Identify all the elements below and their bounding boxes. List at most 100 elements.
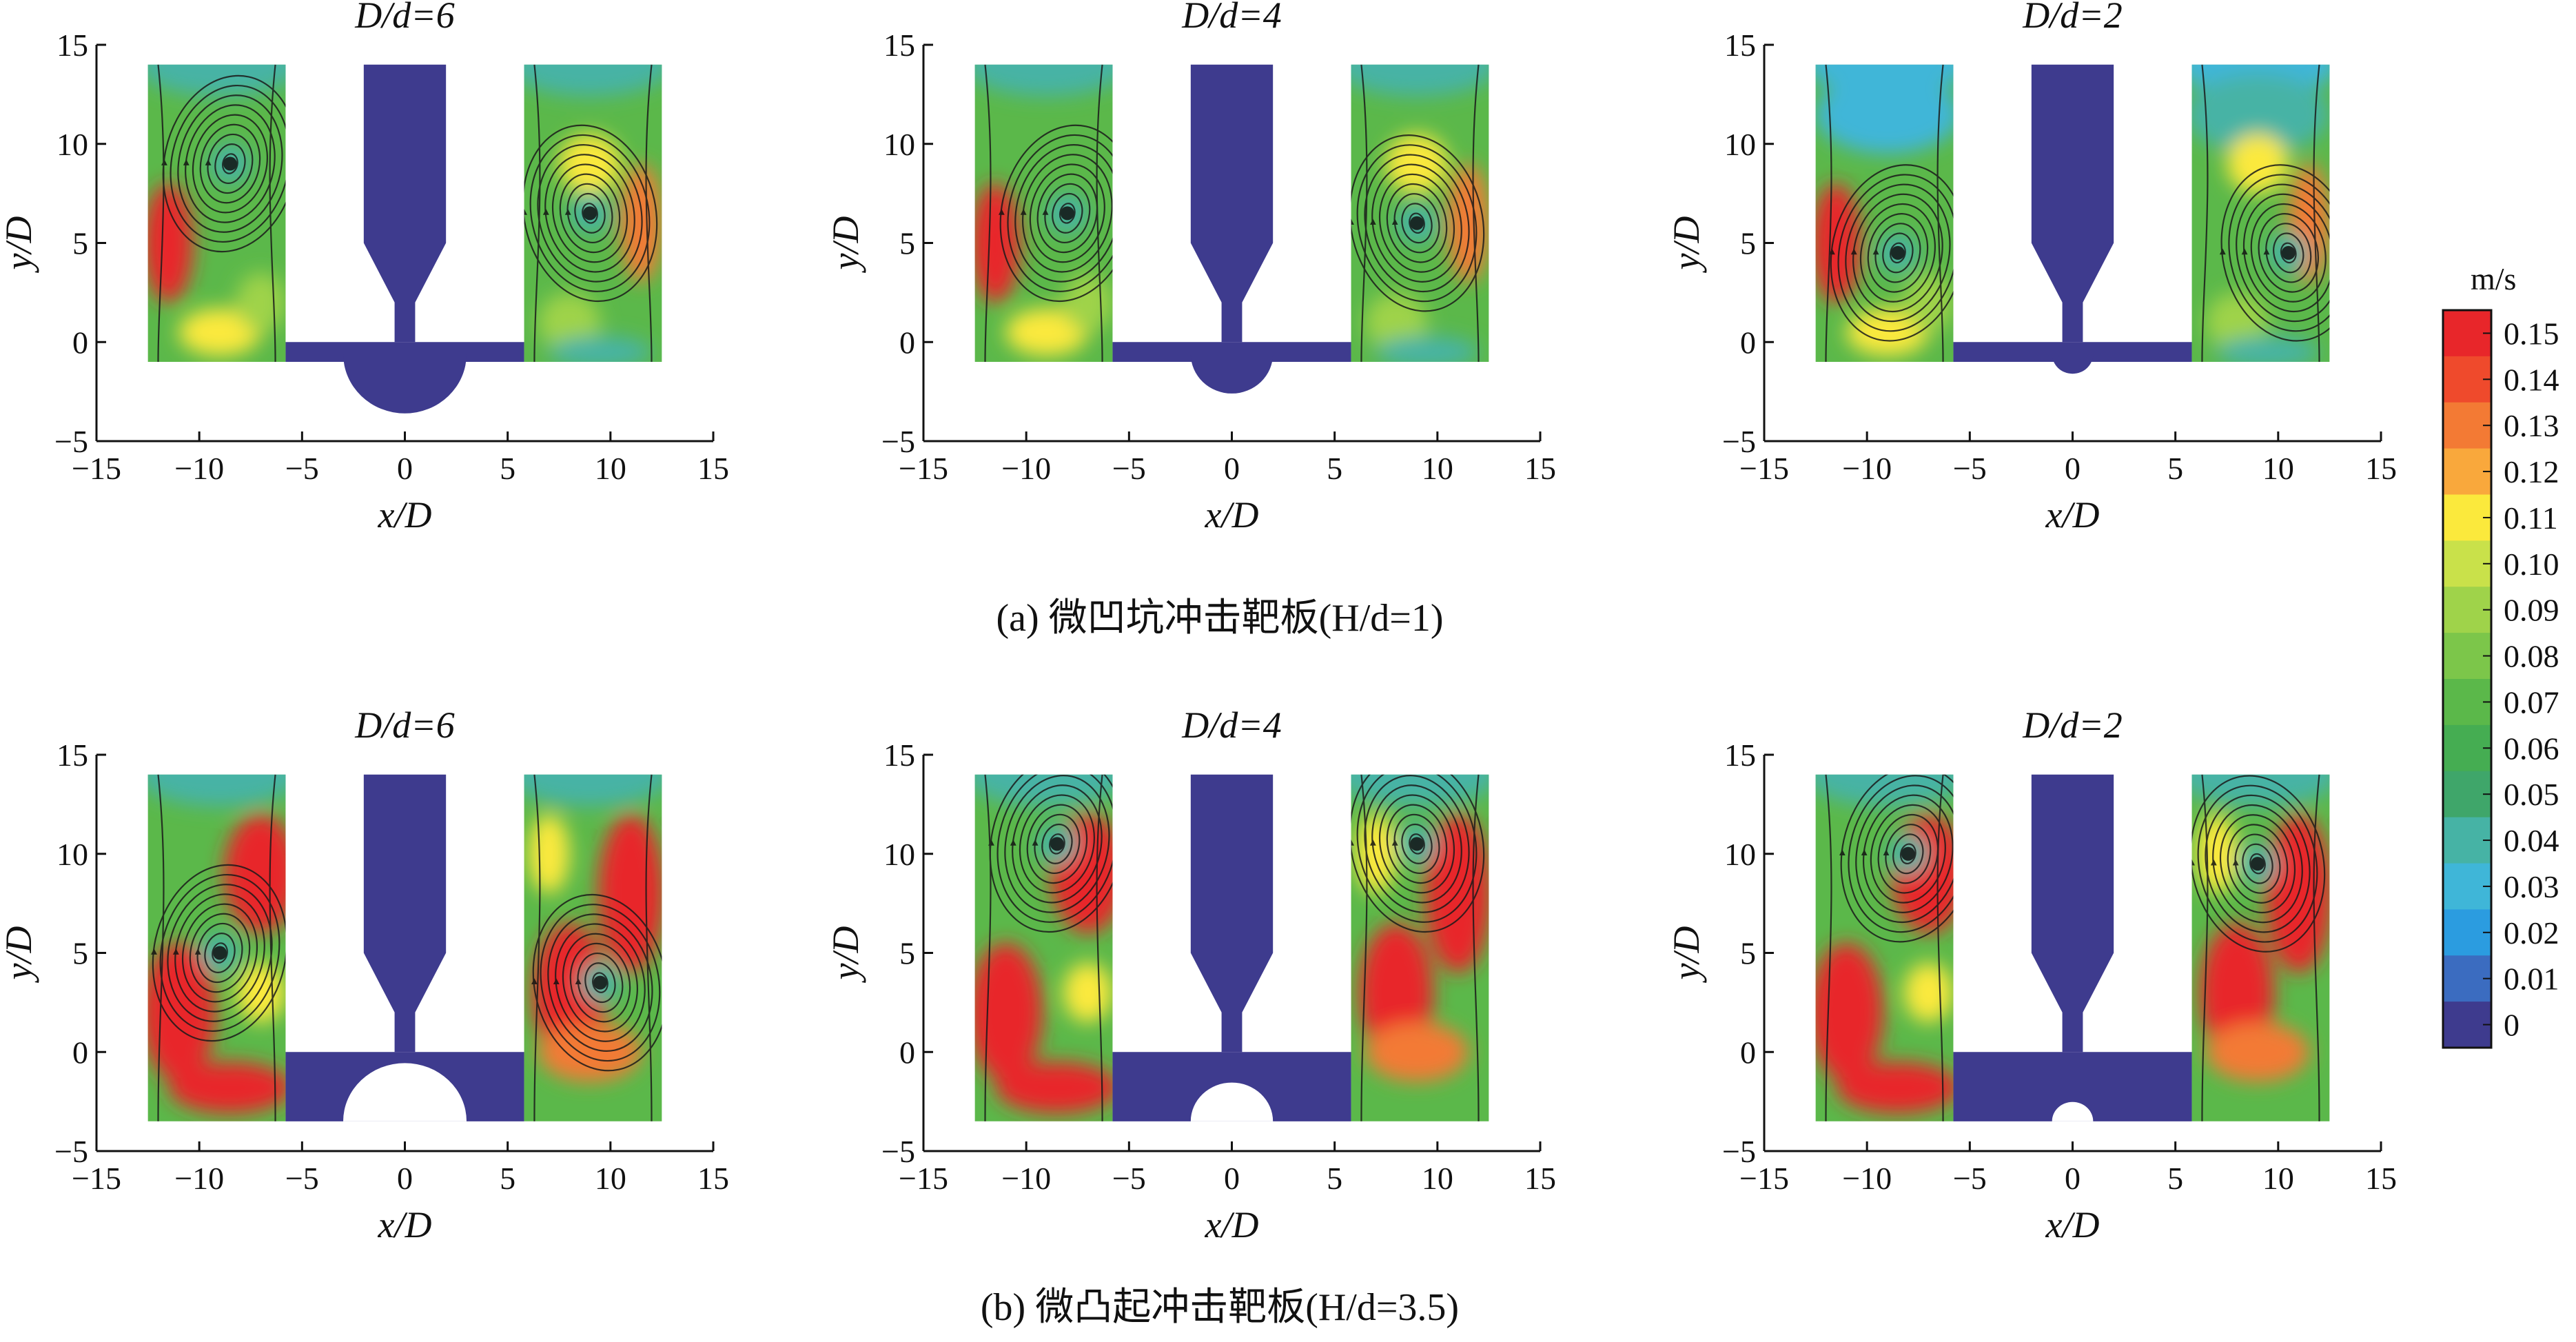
- vortex-left-loop: [1892, 833, 1924, 875]
- x-tick-label: 10: [595, 1161, 626, 1196]
- vortex-left-loop: [152, 864, 288, 1042]
- x-tick-label: 10: [595, 451, 626, 486]
- vortex-right-loop: [1393, 813, 1440, 875]
- vortex-left-loop: [1885, 824, 1932, 884]
- vortex-right-loop: [562, 933, 638, 1033]
- vortex-left-loop: [1021, 154, 1113, 273]
- wall-streamline: [984, 774, 992, 1121]
- panel-b-4: −15 −10 −5 0 5 10 15 15 10 5 0 −5 x/D y/D D/d=4: [825, 704, 1556, 1246]
- vortex-left-loop: [1044, 183, 1091, 244]
- y-axis-label: y/D: [0, 926, 39, 984]
- vortex-left-loop: [1019, 794, 1095, 894]
- wall-streamline: [1825, 64, 1832, 362]
- legend-label: 0.06: [2504, 731, 2559, 766]
- vortex-left-loop: [1034, 813, 1081, 875]
- wall-streamline: [269, 64, 276, 362]
- colorbar-legend: m/s 0.15 0.14 0.13 0.12 0.11 0.10 0.09 0.08 0.07…: [2442, 261, 2559, 1049]
- vortex-left-loop: [1862, 794, 1954, 913]
- axes: [95, 43, 715, 443]
- vortex-left-loop: [177, 94, 283, 233]
- vortex-right-loop: [1378, 173, 1455, 273]
- panel-a-6: −15 −10 −5 0 5 10 15 15 10 5 0 −5 x/D y/D D/d=6: [0, 0, 729, 536]
- wall-streamline: [1096, 774, 1103, 1121]
- vortex-left-core: [1890, 245, 1905, 260]
- vortex-right-loop: [2242, 193, 2330, 313]
- x-tick-label: −5: [285, 451, 319, 486]
- x-tick-label: −15: [899, 451, 948, 486]
- panel-title: D/d=6: [354, 0, 454, 36]
- y-tick-label: −5: [881, 424, 915, 459]
- vortex-right-loop: [584, 962, 616, 1004]
- vortex-right-loop: [2220, 164, 2330, 342]
- x-axis-label: x/D: [378, 1204, 432, 1246]
- target-geometry: [1953, 64, 2192, 374]
- axes: [1763, 753, 2382, 1152]
- vortex-right-core: [583, 206, 597, 221]
- x-tick-label: −5: [1953, 1161, 1987, 1196]
- x-tick-label: −10: [1001, 1161, 1051, 1196]
- vortex-right-loop: [2249, 853, 2266, 875]
- x-tick-label: 5: [500, 451, 515, 486]
- panel-title: D/d=6: [354, 704, 454, 746]
- nozzle: [1190, 774, 1274, 1053]
- vortex-left-loop: [1004, 775, 1110, 913]
- vortex-right-loop: [1364, 154, 1470, 293]
- nozzle: [363, 774, 447, 1053]
- vortex-left-loop: [214, 143, 246, 184]
- vortex-right-loop: [1393, 193, 1440, 254]
- wall-streamline: [157, 774, 165, 1121]
- x-tick-label: 15: [1524, 1161, 1556, 1196]
- legend-label: 0.03: [2504, 869, 2559, 904]
- wall-streamline: [1360, 64, 1368, 362]
- panels: −15 −10 −5 0 5 10 15 15 10 5 0 −5 x/D y/D D/d=6 −15 −10 −…: [0, 0, 2397, 1246]
- legend-label: 0.01: [2504, 962, 2559, 997]
- vortex-right-loop: [555, 923, 646, 1042]
- nozzle: [1190, 64, 1274, 343]
- x-tick-label: −15: [899, 1161, 948, 1196]
- x-tick-label: 0: [1224, 1161, 1240, 1196]
- x-tick-label: 15: [2365, 451, 2397, 486]
- legend-label: 0: [2504, 1008, 2519, 1043]
- wall-streamline: [269, 774, 276, 1121]
- wall-streamline: [1825, 774, 1832, 1121]
- vortex-right-loop: [2258, 213, 2320, 293]
- vortex-right-loop: [2234, 833, 2281, 894]
- x-tick-label: 0: [2065, 451, 2081, 486]
- y-tick-label: 5: [899, 226, 915, 261]
- streamlines: [1825, 774, 2326, 1121]
- y-tick-label: 0: [72, 325, 88, 360]
- streamlines: [1825, 64, 2330, 362]
- wall-streamline: [1472, 774, 1480, 1121]
- legend-frame: [2442, 309, 2493, 1049]
- legend-label: 0.08: [2504, 639, 2559, 674]
- panel-title: D/d=4: [1181, 0, 1281, 36]
- vortex-left-loop: [1036, 173, 1098, 254]
- legend-label: 0.07: [2504, 684, 2559, 720]
- y-tick-label: −5: [1722, 424, 1756, 459]
- x-tick-label: −5: [1112, 1161, 1146, 1196]
- x-axis-label: x/D: [1205, 494, 1259, 536]
- target-geometry: [1112, 64, 1351, 394]
- vortex-left-loop: [1052, 192, 1083, 234]
- caption-b: (b) 微凸起冲击靶板(H/d=3.5): [981, 1286, 1459, 1329]
- panel-b-6: −15 −10 −5 0 5 10 15 15 10 5 0 −5 x/D y/D D/d=6: [0, 704, 729, 1246]
- vortex-left-loop: [1877, 813, 1939, 894]
- vortex-left-loop: [1882, 232, 1914, 274]
- legend-label: 0.02: [2504, 915, 2559, 950]
- x-axis-label: x/D: [2045, 494, 2100, 536]
- vortex-left-core: [1060, 206, 1074, 221]
- vortex-right-loop: [551, 163, 628, 263]
- x-tick-label: −10: [1001, 451, 1051, 486]
- streamlines: [984, 64, 1485, 362]
- legend-label: 0.11: [2504, 500, 2558, 536]
- x-tick-label: −5: [1112, 451, 1146, 486]
- vortex-right-loop: [532, 893, 662, 1072]
- vortex-right-loop: [2280, 242, 2297, 264]
- wall-streamline: [2313, 774, 2320, 1121]
- y-tick-label: 10: [883, 127, 915, 162]
- vortex-right-loop: [1386, 804, 1448, 884]
- axes: [922, 753, 1542, 1152]
- vortex-left-loop: [1899, 843, 1916, 865]
- vortex-left-loop: [189, 913, 251, 993]
- y-tick-label: −5: [881, 1134, 915, 1169]
